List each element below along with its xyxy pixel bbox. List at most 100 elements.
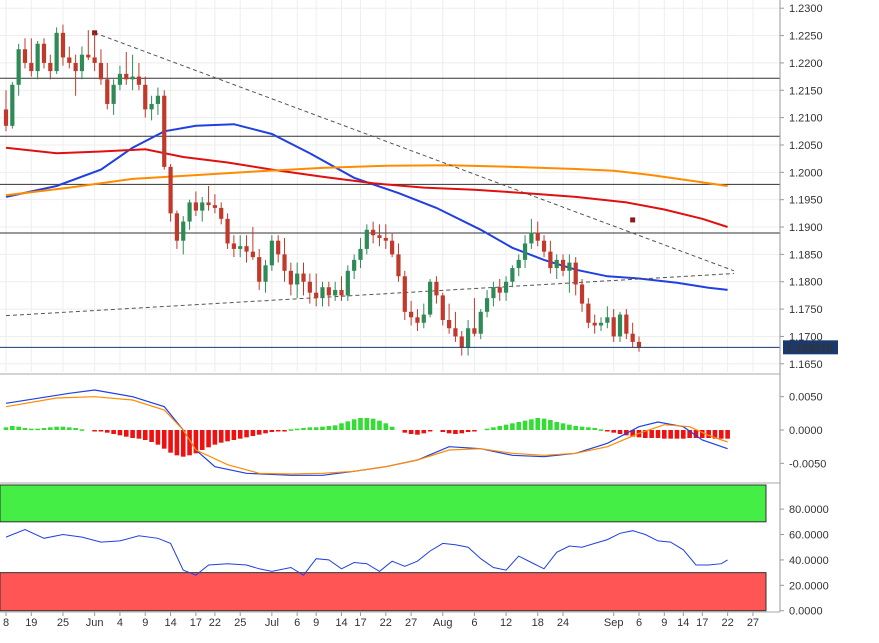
candle-body bbox=[567, 262, 572, 271]
macd-histogram-bar bbox=[275, 430, 281, 432]
macd-histogram-bar bbox=[693, 430, 699, 438]
macd-histogram-bar bbox=[351, 419, 357, 430]
candle-body bbox=[402, 276, 407, 312]
rsi-lines bbox=[5, 528, 728, 576]
macd-histogram-bar bbox=[510, 423, 515, 430]
macd-histogram-bar bbox=[269, 430, 275, 432]
price-tick-label: 1.1900 bbox=[789, 222, 823, 234]
macd-histogram-bar bbox=[79, 429, 85, 431]
candle-body bbox=[415, 317, 420, 323]
macd-histogram-bar bbox=[605, 430, 610, 432]
macd-histogram-bar bbox=[522, 420, 528, 430]
candle-body bbox=[67, 57, 72, 63]
candle-body bbox=[257, 257, 262, 282]
macd-histogram-bar bbox=[67, 427, 72, 430]
macd-histogram-bar bbox=[237, 430, 243, 439]
candle-body bbox=[592, 322, 597, 326]
candle-body bbox=[484, 298, 490, 312]
macd-histogram-bar bbox=[294, 428, 300, 431]
candle-body bbox=[92, 57, 97, 63]
macd-histogram-bar bbox=[225, 430, 230, 442]
candle-body bbox=[105, 79, 110, 104]
price-grid bbox=[0, 0, 780, 372]
macd-histogram-bar bbox=[541, 418, 547, 430]
candle-body bbox=[409, 311, 414, 318]
price-tick-label: 1.1650 bbox=[789, 359, 823, 371]
candle-body bbox=[624, 314, 629, 334]
candle-body bbox=[136, 76, 142, 85]
macd-tick-label: 0.0000 bbox=[789, 425, 823, 437]
candle-body bbox=[428, 281, 433, 315]
candle-body bbox=[447, 320, 452, 329]
macd-histogram-bar bbox=[579, 426, 585, 430]
date-axis: 8 19 25 Jun 4 9 14 17 22 25 Jul 6 9 14 17 22 27 Aug 6 12 18 2… bbox=[3, 612, 759, 629]
date-tick-label: 25 bbox=[234, 617, 246, 629]
macd-histogram-bar bbox=[218, 430, 224, 443]
date-tick-label: 22 bbox=[380, 617, 392, 629]
macd-histogram-bar bbox=[16, 426, 21, 430]
price-tick-label: 1.1950 bbox=[789, 195, 823, 207]
macd-histogram-bar bbox=[35, 428, 40, 431]
macd-histogram-bar bbox=[567, 424, 572, 430]
candle-body bbox=[250, 251, 255, 258]
candle-body bbox=[598, 322, 604, 326]
macd-histogram-bar bbox=[630, 430, 635, 437]
date-tick-label: 8 bbox=[3, 617, 9, 629]
price-tick-label: 1.2200 bbox=[789, 58, 823, 70]
macd-histogram-bar bbox=[377, 420, 382, 430]
macd-histogram-bar bbox=[307, 427, 313, 430]
macd-histogram-bar bbox=[681, 430, 686, 439]
rsi-oversold-band bbox=[0, 572, 767, 612]
date-tick-label: 6 bbox=[636, 617, 642, 629]
macd-histogram-bar bbox=[358, 418, 363, 430]
candle-body bbox=[16, 49, 21, 85]
candle-body bbox=[383, 237, 388, 241]
macd-tick-label: -0.0050 bbox=[789, 458, 826, 470]
rsi-axis: 80.0000 60.0000 40.0000 20.0000 0.0000 bbox=[780, 504, 829, 618]
candle-body bbox=[73, 62, 78, 72]
date-tick-label: Jul bbox=[265, 617, 279, 629]
candle-body bbox=[548, 251, 553, 269]
macd-histogram-bar bbox=[472, 430, 477, 432]
candle-body bbox=[231, 243, 236, 249]
macd-histogram-bar bbox=[560, 423, 566, 430]
candle-body bbox=[377, 235, 382, 238]
candle-body bbox=[320, 287, 325, 299]
candle-body bbox=[307, 281, 312, 293]
candle-body bbox=[288, 270, 293, 285]
candle-body bbox=[48, 62, 53, 72]
candle-body bbox=[60, 32, 66, 58]
candle-body bbox=[276, 240, 281, 255]
macd-histogram-bar bbox=[624, 430, 629, 436]
macd-histogram-bar bbox=[320, 426, 325, 430]
macd-histogram-bar bbox=[174, 430, 180, 456]
macd-histogram-bar bbox=[104, 430, 110, 433]
macd-histogram-bar bbox=[617, 430, 623, 434]
price-tick-label: 1.1700 bbox=[789, 331, 823, 343]
date-tick-label: Aug bbox=[433, 617, 453, 629]
macd-histogram-bar bbox=[73, 428, 78, 430]
macd-histogram-bar bbox=[29, 428, 34, 431]
macd-histogram-bar bbox=[370, 418, 376, 430]
candle-body bbox=[579, 284, 585, 304]
macd-signal-line bbox=[5, 396, 728, 475]
price-tick-label: 1.2100 bbox=[789, 113, 823, 125]
macd-histogram-bar bbox=[687, 430, 692, 438]
candles bbox=[3, 24, 642, 356]
macd-histogram-bar bbox=[440, 430, 446, 432]
moving-average-line bbox=[5, 146, 728, 228]
macd-histogram-bar bbox=[231, 430, 237, 440]
macd-histogram-bar bbox=[123, 430, 129, 437]
candle-body bbox=[269, 240, 274, 266]
candle-body bbox=[453, 328, 458, 337]
candle-body bbox=[29, 62, 34, 72]
candle-body bbox=[554, 259, 559, 269]
macd-histogram-bar bbox=[92, 430, 97, 432]
candle-body bbox=[22, 49, 28, 63]
rsi-tick-label: 40.0000 bbox=[789, 555, 829, 567]
macd-histogram-bar bbox=[168, 430, 173, 453]
date-tick-label: Jun bbox=[86, 617, 104, 629]
macd-histogram-bar bbox=[465, 430, 471, 432]
macd-histogram-bar bbox=[592, 428, 597, 430]
macd-histogram-bar bbox=[10, 426, 15, 430]
